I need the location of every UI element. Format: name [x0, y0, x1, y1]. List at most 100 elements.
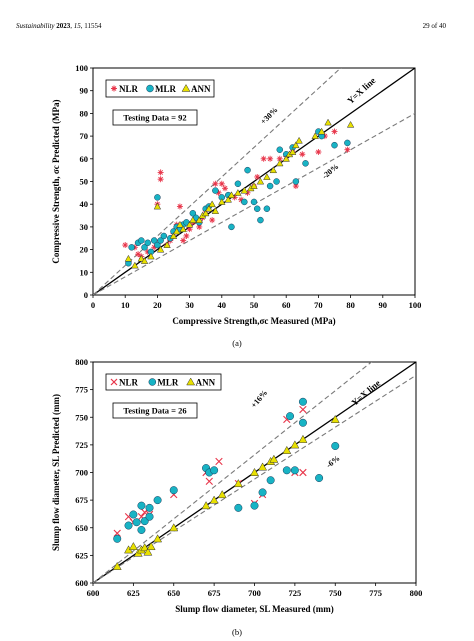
info-box-text: Testing Data = 92 — [123, 113, 186, 123]
y-tick-label: 20 — [80, 245, 89, 255]
identity-line — [93, 68, 415, 295]
point-mlr — [145, 512, 154, 521]
point-mlr — [315, 474, 324, 483]
point-ann — [218, 198, 226, 205]
point-nlr — [209, 217, 216, 224]
y-tick-label: 90 — [80, 86, 89, 96]
point-nlr — [176, 203, 183, 210]
point-nlr — [180, 237, 187, 244]
point-mlr — [137, 501, 146, 510]
point-ann — [128, 541, 138, 551]
reference-lines — [93, 362, 416, 583]
point-ann — [256, 177, 265, 185]
point-mlr — [298, 418, 307, 427]
point-nlr — [135, 251, 142, 258]
point-mlr — [286, 412, 295, 421]
point-ann — [112, 561, 122, 570]
legend-marker-nlr — [111, 85, 117, 92]
y-tick-label: 625 — [75, 550, 88, 560]
point-nlr — [151, 244, 158, 251]
point-mlr — [169, 486, 178, 495]
point-nlr — [218, 180, 225, 187]
point-ann — [292, 141, 300, 149]
point-nlr — [315, 148, 322, 155]
point-ann — [290, 440, 300, 449]
point-ann — [276, 159, 284, 167]
y-tick-label: 100 — [75, 63, 88, 73]
point-mlr — [160, 232, 168, 240]
legend-label-mlr: MLR — [155, 84, 176, 94]
y-tick-label: 60 — [80, 154, 89, 164]
x-tick-label: 725 — [289, 588, 302, 598]
point-ann — [269, 454, 279, 463]
point-ann — [227, 191, 236, 199]
point-mlr — [344, 139, 351, 147]
point-ann — [269, 166, 278, 174]
legend-marker-ann — [186, 377, 196, 386]
y-tick-label: 40 — [80, 199, 89, 209]
point-ann — [195, 216, 203, 223]
point-ann — [137, 254, 146, 262]
x-tick-label: 40 — [218, 300, 227, 310]
legend-marker-nlr — [110, 378, 118, 386]
x-tick-label: 20 — [153, 300, 162, 310]
point-nlr — [196, 223, 203, 230]
point-ann — [240, 186, 249, 194]
y-tick-label: 10 — [80, 267, 89, 277]
point-ann — [143, 547, 153, 556]
point-mlr — [290, 466, 299, 475]
x-tick-label: 800 — [410, 588, 423, 598]
point-mlr — [154, 241, 161, 249]
point-nlr — [299, 151, 306, 158]
point-ann — [163, 241, 171, 248]
y-tick-label: 650 — [75, 523, 88, 533]
legend-box — [105, 79, 215, 98]
point-nlr — [222, 185, 229, 192]
point-ann — [282, 154, 290, 162]
point-ann — [263, 173, 271, 180]
x-axis-label: Slump flow diameter, SL Measured (mm) — [175, 604, 334, 614]
point-nlr — [254, 173, 261, 180]
info-box — [112, 109, 198, 126]
point-mlr — [331, 441, 340, 450]
point-mlr — [241, 198, 248, 206]
point-ann — [317, 127, 326, 135]
legend-label-ann: ANN — [196, 378, 216, 388]
x-tick-label: 80 — [346, 300, 355, 310]
point-nlr — [186, 226, 193, 233]
point-nlr — [292, 183, 299, 190]
figure-caption-b: (b) — [232, 627, 242, 637]
point-ann — [131, 261, 139, 269]
point-mlr — [154, 194, 161, 201]
point-ann — [176, 220, 184, 228]
point-ann — [233, 478, 243, 488]
y-tick-label: 70 — [80, 131, 89, 141]
point-ann — [147, 252, 155, 260]
point-mlr — [132, 518, 141, 527]
x-tick-label: 0 — [91, 300, 95, 310]
point-ann — [156, 245, 165, 253]
x-tick-label: 70 — [314, 300, 323, 310]
point-ann — [224, 195, 232, 203]
point-ann — [179, 225, 187, 233]
point-nlr — [212, 180, 219, 187]
x-tick-label: 750 — [329, 588, 342, 598]
page-header-citation: Sustainability 2023, 15, 11554 — [16, 22, 102, 30]
point-mlr — [258, 488, 267, 497]
point-ann — [208, 200, 216, 208]
x-tick-label: 60 — [282, 300, 291, 310]
x-tick-label: 650 — [167, 588, 180, 598]
y-axis-label: Slump flow diameter, SL Predicted (mm) — [51, 394, 61, 551]
point-mlr — [273, 178, 280, 185]
legend-marker-mlr — [146, 84, 154, 93]
x-tick-label: 100 — [409, 300, 422, 310]
point-ann — [140, 257, 149, 264]
point-ann — [211, 207, 220, 214]
x-tick-label: 600 — [87, 588, 100, 598]
y-tick-label: 725 — [75, 440, 88, 450]
point-mlr — [302, 160, 309, 167]
legend-label-nlr: NLR — [119, 378, 139, 388]
x-tick-label: 775 — [369, 588, 382, 598]
point-nlr — [299, 405, 307, 414]
y-tick-label: 800 — [75, 357, 88, 367]
